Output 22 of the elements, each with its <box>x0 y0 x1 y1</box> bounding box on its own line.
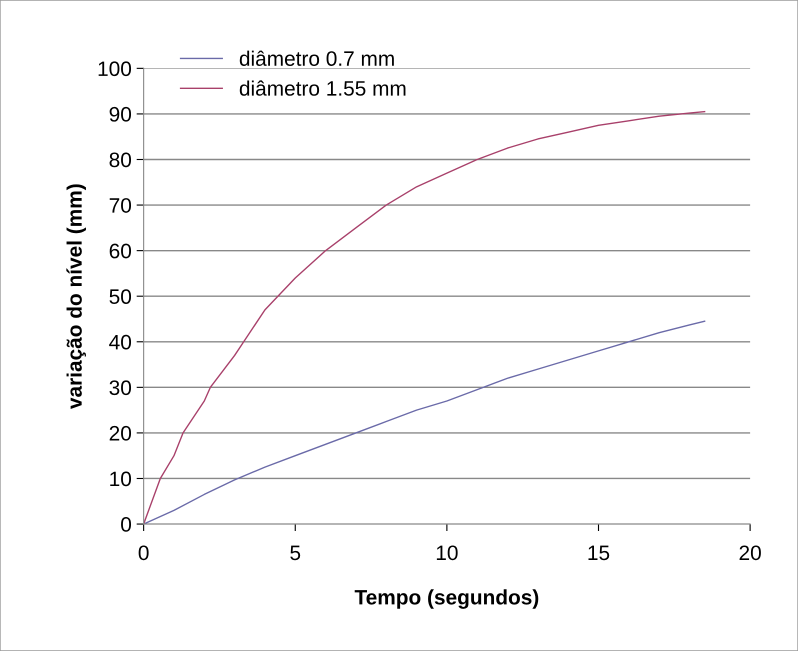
x-tick-label: 5 <box>290 546 300 560</box>
y-tick-label: 50 <box>109 289 132 304</box>
y-tick-label: 20 <box>110 426 132 441</box>
line-series <box>144 110 706 524</box>
x-tick-label: 10 <box>436 545 458 560</box>
legend-label: diâmetro 0.7 mm <box>240 50 394 66</box>
y-tick-label: 40 <box>109 334 132 350</box>
legend-label: diâmetro 1.55 mm <box>240 80 406 96</box>
y-tick-label: 70 <box>110 198 132 213</box>
y-tick-label: 60 <box>110 244 132 258</box>
y-tick-label: 30 <box>109 380 132 396</box>
y-tick-label: 80 <box>110 152 132 168</box>
y-tick-label: 10 <box>110 471 132 486</box>
y-tick-label: 90 <box>110 106 132 122</box>
x-tick-label: 0 <box>138 545 149 560</box>
y-tick-label: 0 <box>121 517 132 532</box>
line-series <box>144 320 706 524</box>
y-axis-title: variação do nível (mm) <box>66 184 86 409</box>
x-tick-label: 20 <box>740 545 761 560</box>
x-axis-title: Tempo (segundos) <box>354 589 538 609</box>
x-tick-label: 15 <box>588 546 610 560</box>
y-tick-label: 100 <box>98 61 132 76</box>
